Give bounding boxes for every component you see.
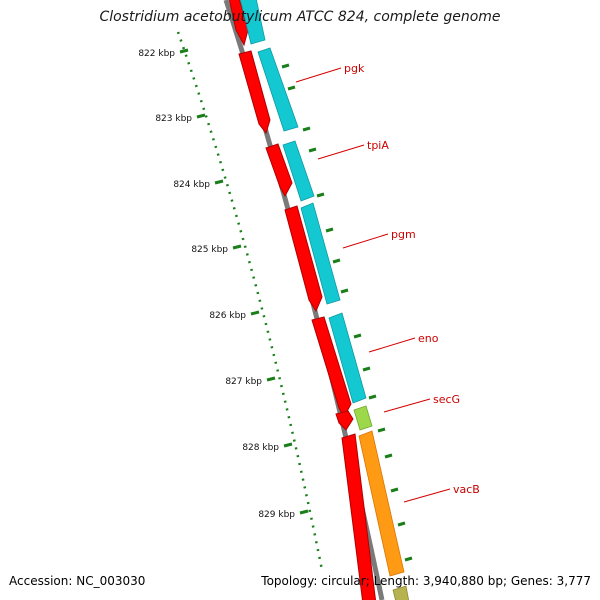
- accession-info: Accession: NC_003030: [9, 574, 145, 588]
- gene-labels: pgk tpiA pgm eno secG vacB: [344, 62, 480, 496]
- gene-callout-line: [342, 233, 389, 249]
- cds-arrow-eno: [311, 316, 352, 419]
- gene-callout-line: [403, 488, 451, 503]
- scale-label: 828 kbp: [242, 443, 279, 453]
- gene-callout-line: [295, 67, 342, 83]
- blast-hit: [358, 430, 405, 577]
- topology-value: circular: [321, 574, 366, 588]
- blast-hit: [240, 0, 266, 45]
- gene-callout-line: [368, 337, 416, 353]
- scale-label: 825 kbp: [191, 245, 228, 255]
- scale-label: 827 kbp: [225, 377, 262, 387]
- topology-label: Topology:: [261, 574, 318, 588]
- scale-label: 826 kbp: [209, 311, 246, 321]
- gene-label-vacB: vacB: [453, 483, 480, 496]
- blast-hit: [300, 202, 341, 305]
- blast-hit: [328, 312, 367, 404]
- map-title: Clostridium acetobutylicum ATCC 824, com…: [99, 9, 501, 25]
- blast-track-a: [240, 0, 367, 404]
- cds-arrow-top: [228, 0, 249, 47]
- genes-label: Genes:: [510, 574, 553, 588]
- gene-label-pgk: pgk: [344, 62, 365, 75]
- blast-hit: [257, 47, 299, 132]
- gene-label-tpiA: tpiA: [367, 139, 389, 152]
- scale-label: 822 kbp: [138, 49, 175, 59]
- genes-value: 3,777: [556, 574, 591, 588]
- cds-arrow-vacB: [341, 433, 377, 600]
- gene-label-secG: secG: [433, 393, 460, 406]
- scale-dotted-track: [176, 31, 324, 571]
- gene-callout-line: [317, 144, 365, 160]
- scale-label: 824 kbp: [173, 180, 210, 190]
- blast-hit: [353, 405, 373, 431]
- genome-stats: Topology: circular; Length: 3,940,880 bp…: [261, 574, 591, 588]
- accession-label: Accession:: [9, 574, 73, 588]
- cds-arrow-secG: [335, 410, 354, 431]
- blast-track-a-alt: [353, 405, 373, 431]
- scale-labels: 822 kbp 823 kbp 824 kbp 825 kbp 826 kbp …: [138, 49, 295, 520]
- gene-label-eno: eno: [418, 332, 439, 345]
- blast-hit: [392, 585, 410, 600]
- scale-major-ticks: [179, 48, 309, 515]
- scale-label: 823 kbp: [155, 114, 192, 124]
- length-label: Length:: [373, 574, 420, 588]
- blast-hit: [282, 140, 315, 202]
- length-value: 3,940,880 bp: [422, 574, 503, 588]
- cds-arrow-tpiA: [265, 143, 293, 198]
- cds-arrow-pgk: [238, 50, 271, 135]
- cds-features: [228, 0, 377, 600]
- gene-callouts: [295, 67, 451, 503]
- scale-label: 829 kbp: [258, 510, 295, 520]
- outer-ticks: [281, 63, 413, 562]
- cds-arrow-pgm: [284, 205, 323, 313]
- blast-track-b: [358, 430, 405, 577]
- gene-label-pgm: pgm: [391, 228, 416, 241]
- accession-value: NC_003030: [76, 574, 146, 588]
- gene-callout-line: [383, 398, 431, 413]
- blast-track-c: [392, 585, 410, 600]
